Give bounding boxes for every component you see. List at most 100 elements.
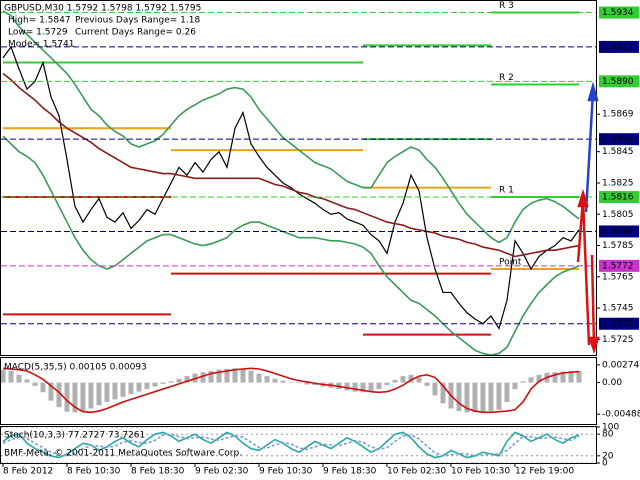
histogram-bar	[88, 382, 94, 409]
info-text: Current Days Range= 0.26	[75, 28, 196, 38]
copyright: BMF-Meta, © 2001-2011 MetaQuotes Softwar…	[4, 449, 242, 459]
histogram-bar	[168, 381, 174, 383]
histogram-bar	[120, 382, 126, 397]
histogram-bar	[24, 379, 30, 383]
histogram-bar	[264, 376, 270, 383]
histogram-bar	[200, 372, 206, 383]
histogram-bar	[144, 382, 150, 390]
pivot-label: Point	[499, 257, 522, 267]
macd-title: MACD(5,35,5) 0.00105 0.00093	[4, 363, 147, 373]
histogram-bar	[416, 377, 422, 383]
histogram-bar	[208, 370, 214, 383]
pivot-label: R 2	[499, 73, 514, 83]
histogram-bar	[352, 382, 358, 392]
histogram-bar	[376, 382, 382, 390]
series-line	[2, 367, 580, 414]
x-tick-label: 12 Feb 19:00	[515, 467, 574, 477]
histogram-bar	[552, 372, 558, 383]
level-box	[599, 6, 639, 19]
level-label: 1.5735	[602, 319, 634, 329]
histogram-bar	[56, 382, 62, 408]
y-tick-label: 1.5845	[602, 147, 634, 157]
histogram-bar	[360, 382, 366, 393]
histogram-bar	[520, 381, 526, 383]
y-tick-label: 0.00274	[602, 360, 639, 370]
chart-title: GBPUSD,M30 1.5792 1.5798 1.5792 1.5795	[4, 4, 201, 14]
y-tick-label: 1.5869	[602, 110, 634, 120]
level-label: 1.5772	[602, 261, 634, 271]
signal-arrows	[576, 81, 600, 354]
histogram-bar	[32, 382, 38, 386]
histogram-bar	[240, 369, 246, 383]
histogram-bar	[368, 382, 374, 392]
info-text: High= 1.5847	[8, 16, 71, 26]
level-box	[599, 40, 639, 53]
histogram-bar	[272, 378, 278, 383]
y-tick-label: 1.5725	[602, 335, 634, 345]
histogram-bar	[496, 382, 502, 410]
x-tick-label: 8 Feb 2012	[3, 467, 53, 477]
x-tick-label: 9 Feb 10:30	[259, 467, 313, 477]
x-tick-label: 8 Feb 18:30	[131, 467, 185, 477]
level-label: 1.5853	[602, 135, 634, 145]
histogram-bar	[184, 376, 190, 383]
y-tick-label: 0.00	[602, 378, 622, 388]
arrow-head	[588, 336, 600, 354]
level-label: 1.5912	[602, 42, 634, 52]
stoch-frame	[0, 426, 597, 464]
arrow-down	[590, 254, 596, 346]
histogram-bar	[104, 382, 110, 402]
level-box	[599, 75, 639, 88]
x-tick-label: 10 Feb 02:30	[387, 467, 446, 477]
histogram-bar	[536, 374, 542, 383]
histogram-bar	[504, 382, 510, 402]
info-text: Mode= 1.5741	[8, 40, 74, 50]
info-text: Previous Days Range= 1.18	[75, 16, 200, 26]
histogram-bar	[472, 382, 478, 413]
series-line	[2, 10, 580, 244]
histogram-bar	[384, 382, 390, 386]
level-label: 1.5934	[602, 8, 634, 18]
histogram-bar	[392, 380, 398, 383]
histogram-bar	[488, 382, 494, 412]
series-line	[2, 135, 580, 356]
y-tick-label: 1.5805	[602, 210, 634, 220]
pivot-label: R 3	[499, 1, 514, 11]
y-tick-label: 1.5825	[602, 178, 634, 188]
histogram-bar	[480, 382, 486, 412]
histogram-bar	[256, 373, 262, 383]
stoch-title: Stoch(10,3,3) 77.2727 73.7261	[4, 431, 145, 441]
y-tick-label: 1.5765	[602, 272, 634, 282]
histogram-bar	[152, 382, 158, 387]
y-tick-label: -0.00488	[602, 410, 640, 420]
histogram-bar	[8, 370, 14, 383]
level-box	[599, 133, 639, 146]
histogram-bar	[304, 382, 310, 385]
histogram-bar	[528, 377, 534, 383]
y-tick-label: 1.5745	[602, 304, 634, 314]
macd-frame	[0, 357, 597, 425]
series-line	[2, 72, 580, 258]
level-box	[599, 259, 639, 272]
histogram-bar	[72, 382, 78, 413]
histogram-bar	[128, 382, 134, 395]
x-tick-label: 9 Feb 02:30	[195, 467, 249, 477]
histogram-bar	[80, 382, 86, 412]
histogram-bar	[424, 382, 430, 386]
histogram-bar	[40, 382, 46, 393]
y-tick-label: 100	[602, 423, 619, 433]
histogram-bar	[224, 369, 230, 383]
x-tick-label: 9 Feb 18:30	[323, 467, 377, 477]
histogram-bar	[288, 381, 294, 383]
series-line	[2, 433, 580, 457]
level-label: 1.5794	[602, 227, 634, 237]
histogram-bar	[408, 374, 414, 383]
histogram-bar	[456, 382, 462, 412]
histogram-bar	[464, 382, 470, 413]
histogram-bar	[280, 380, 286, 383]
histogram-bar	[344, 382, 350, 391]
histogram-bar	[0, 369, 6, 383]
histogram-bar	[248, 370, 254, 383]
